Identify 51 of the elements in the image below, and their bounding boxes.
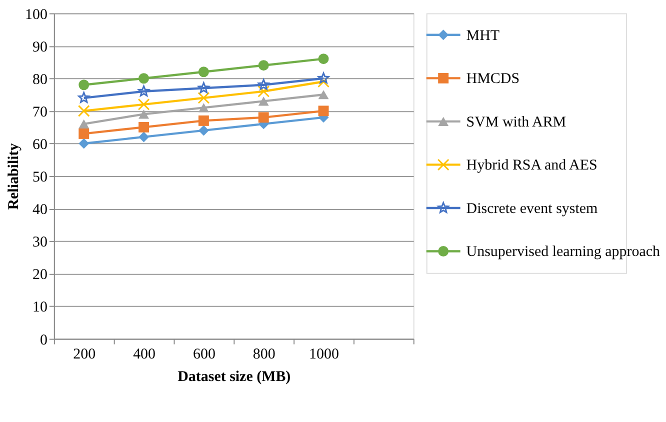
point <box>138 122 150 132</box>
x-tick-label: 1000 <box>309 346 339 362</box>
point <box>258 85 270 98</box>
legend-label: HMCDS <box>466 71 520 88</box>
y-tick-label: 70 <box>32 104 48 120</box>
point <box>198 125 209 136</box>
point <box>138 132 150 142</box>
point <box>198 92 210 104</box>
point <box>78 119 90 128</box>
point <box>138 110 150 119</box>
y-tick-label: 30 <box>32 234 48 251</box>
y-axis-title: Reliability <box>6 142 22 210</box>
point <box>138 98 150 110</box>
y-tick-label: 90 <box>32 39 48 56</box>
point <box>258 96 269 106</box>
y-tick-label: 20 <box>32 267 48 284</box>
x-tick-label: 400 <box>133 346 156 362</box>
legend-label: Discrete event system <box>466 200 598 217</box>
point <box>318 72 330 84</box>
y-tick-label: 80 <box>32 72 48 88</box>
point <box>318 90 329 100</box>
y-tick-label: 50 <box>32 170 48 186</box>
y-tick-label: 10 <box>32 300 48 316</box>
point <box>198 82 210 94</box>
point <box>78 92 90 103</box>
y-tick-label: 100 <box>24 6 48 23</box>
legend-label: SVM with ARM <box>466 114 566 130</box>
point <box>258 112 269 123</box>
x-tick-label: 200 <box>73 346 96 362</box>
point <box>258 60 269 71</box>
y-tick-label: 0 <box>40 332 48 348</box>
point <box>78 138 90 149</box>
y-tick-label: 60 <box>32 136 48 153</box>
point <box>78 104 90 117</box>
legend-label: Hybrid RSA and AES <box>466 158 598 174</box>
point <box>198 103 209 112</box>
y-tick-label: 40 <box>32 202 48 218</box>
point <box>318 106 329 116</box>
point <box>198 115 209 126</box>
x-tick-label: 800 <box>252 346 276 362</box>
x-axis-title: Dataset size (MB) <box>178 369 291 386</box>
point <box>258 78 270 90</box>
point <box>78 128 90 139</box>
legend-label: Unsupervised learning approach <box>466 244 661 260</box>
legend-label: MHT <box>466 28 500 44</box>
point <box>198 66 209 78</box>
point <box>318 54 329 64</box>
point <box>138 73 150 84</box>
point <box>138 85 150 96</box>
x-tick-label: 600 <box>192 346 216 362</box>
point <box>78 80 90 90</box>
